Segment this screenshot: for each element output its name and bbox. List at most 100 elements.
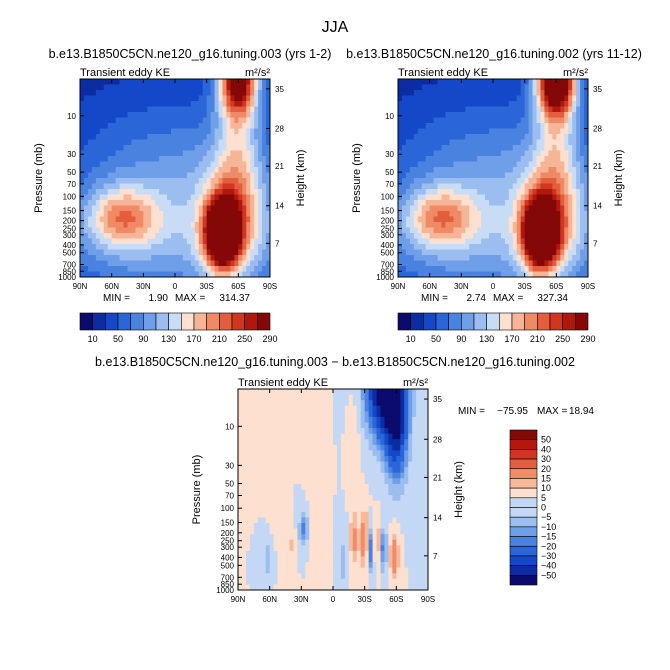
heatmap-cell bbox=[398, 266, 403, 272]
heatmap-cell bbox=[250, 194, 255, 201]
heatmap-cell bbox=[111, 128, 117, 135]
heatmap-cell bbox=[119, 139, 124, 146]
heatmap-cell bbox=[453, 156, 458, 162]
heatmap-cell bbox=[441, 84, 446, 91]
heatmap-cell bbox=[155, 145, 160, 151]
heatmap-cell bbox=[186, 200, 192, 206]
heatmap-cell bbox=[95, 244, 101, 250]
heatmap-cell bbox=[469, 134, 474, 140]
heatmap-cell bbox=[301, 500, 306, 507]
heatmap-cell bbox=[352, 444, 358, 451]
heatmap-cell bbox=[325, 495, 330, 502]
heatmap-cell bbox=[512, 244, 518, 250]
heatmap-cell bbox=[445, 150, 450, 157]
heatmap-cell bbox=[398, 271, 403, 278]
heatmap-cell bbox=[241, 456, 247, 462]
heatmap-cell bbox=[388, 444, 393, 451]
heatmap-cell bbox=[340, 517, 346, 524]
heatmap-cell bbox=[178, 189, 184, 195]
heatmap-cell bbox=[453, 106, 458, 113]
heatmap-cell bbox=[107, 249, 113, 256]
heatmap-cell bbox=[548, 227, 553, 234]
heatmap-cell bbox=[437, 271, 442, 278]
heatmap-cell bbox=[469, 222, 474, 228]
heatmap-cell bbox=[528, 260, 533, 267]
heatmap-cell bbox=[182, 211, 188, 217]
heatmap-cell bbox=[186, 134, 192, 140]
heatmap-cell bbox=[420, 428, 425, 435]
heatmap-cell bbox=[401, 222, 407, 228]
heatmap-cell bbox=[226, 134, 231, 140]
heatmap-cell bbox=[485, 244, 490, 250]
heatmap-cell bbox=[441, 117, 446, 124]
heatmap-cell bbox=[516, 112, 522, 118]
heatmap-cell bbox=[218, 134, 223, 140]
heatmap-cell bbox=[159, 156, 164, 162]
heatmap-cell bbox=[544, 90, 549, 96]
heatmap-cell bbox=[115, 167, 120, 173]
heatmap-cell bbox=[313, 534, 318, 541]
heatmap-cell bbox=[493, 112, 498, 118]
heatmap-cell bbox=[147, 189, 152, 195]
heatmap-cell bbox=[245, 495, 251, 502]
heatmap-cell bbox=[473, 90, 478, 96]
heatmap-cell bbox=[329, 411, 334, 418]
heatmap-cell bbox=[496, 112, 502, 118]
heatmap-cell bbox=[226, 255, 231, 261]
heatmap-cell bbox=[405, 266, 411, 272]
heatmap-cell bbox=[360, 400, 366, 407]
heatmap-cell bbox=[241, 472, 247, 479]
heatmap-cell bbox=[548, 145, 553, 151]
heatmap-cell bbox=[175, 227, 180, 234]
heatmap-cell bbox=[206, 216, 212, 223]
heatmap-cell bbox=[115, 233, 120, 239]
heatmap-cell bbox=[425, 178, 431, 184]
heatmap-cell bbox=[83, 238, 89, 245]
heatmap-cell bbox=[512, 238, 518, 245]
heatmap-cell bbox=[123, 145, 128, 151]
heatmap-cell bbox=[496, 172, 502, 179]
heatmap-cell bbox=[465, 194, 470, 201]
heatmap-cell bbox=[107, 117, 113, 124]
heatmap-cell bbox=[437, 95, 442, 102]
heatmap-cell bbox=[540, 255, 545, 261]
heatmap-cell bbox=[107, 183, 113, 190]
heatmap-cell bbox=[103, 112, 109, 118]
heatmap-cell bbox=[409, 139, 415, 146]
heatmap-cell bbox=[572, 178, 577, 184]
heatmap-cell bbox=[277, 539, 282, 546]
heatmap-cell bbox=[329, 523, 334, 529]
heatmap-cell bbox=[388, 461, 393, 468]
heatmap-cell bbox=[372, 528, 377, 535]
heatmap-cell bbox=[246, 95, 251, 102]
panel-3-plot: 90N 60N 30N 0 30S 60S 90S103050701001502002503… bbox=[191, 388, 465, 604]
heatmap-cell bbox=[425, 255, 431, 261]
heatmap-cell bbox=[580, 139, 585, 146]
heatmap-cell bbox=[273, 483, 278, 490]
heatmap-cell bbox=[568, 84, 573, 91]
heatmap-cell bbox=[115, 79, 120, 85]
heatmap-cell bbox=[317, 489, 322, 496]
heatmap-cell bbox=[552, 167, 557, 173]
y2-tick-label: 14 bbox=[275, 202, 284, 211]
heatmap-cell bbox=[317, 506, 322, 513]
heatmap-cell bbox=[245, 523, 251, 529]
heatmap-cell bbox=[344, 439, 350, 446]
heatmap-cell bbox=[80, 260, 85, 267]
heatmap-cell bbox=[206, 189, 212, 195]
heatmap-cell bbox=[372, 411, 377, 418]
heatmap-cell bbox=[254, 145, 259, 151]
heatmap-cell bbox=[417, 227, 423, 234]
heatmap-cell bbox=[485, 189, 490, 195]
colorbar-box bbox=[92, 312, 106, 331]
heatmap-cell bbox=[107, 194, 113, 201]
heatmap-cell bbox=[413, 200, 419, 206]
heatmap-cell bbox=[230, 227, 235, 234]
heatmap-cell bbox=[87, 139, 93, 146]
heatmap-cell bbox=[119, 233, 124, 239]
heatmap-cell bbox=[333, 523, 338, 529]
heatmap-cell bbox=[333, 433, 338, 440]
heatmap-cell bbox=[465, 150, 470, 157]
heatmap-cell bbox=[404, 405, 409, 412]
heatmap-cell bbox=[500, 90, 506, 96]
